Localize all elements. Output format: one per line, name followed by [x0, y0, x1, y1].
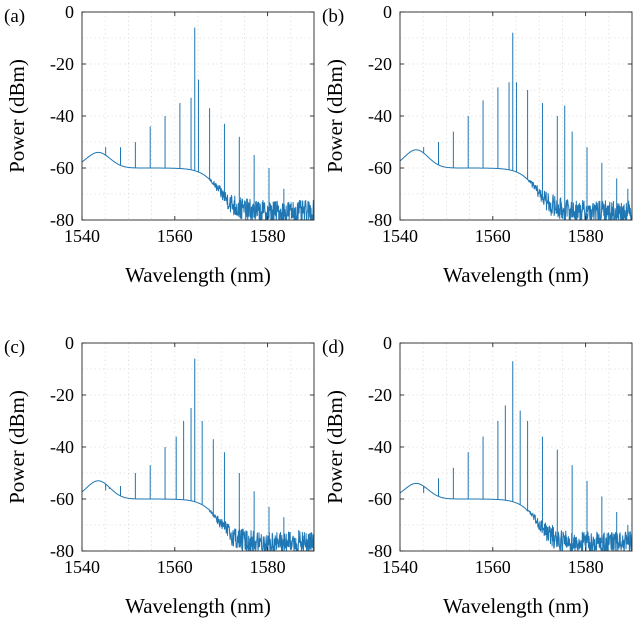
y-tick-label: -60 — [368, 158, 392, 178]
spectrum-trace-group — [400, 361, 632, 551]
x-axis-label: Wavelength (nm) — [125, 594, 271, 618]
y-tick-label: -60 — [50, 489, 74, 509]
panel-label: (c) — [4, 337, 25, 358]
y-tick-label: -20 — [368, 385, 392, 405]
y-tick-label: 0 — [383, 2, 392, 22]
y-tick-label: 0 — [65, 2, 74, 22]
spectrum-trace-group — [400, 32, 632, 220]
y-tick-label: -80 — [50, 210, 74, 230]
y-tick-label: -40 — [50, 106, 74, 126]
x-tick-label: 1540 — [382, 226, 418, 246]
spectrum-trace-group — [82, 358, 314, 551]
y-tick-label: -40 — [368, 437, 392, 457]
chart-panel-d: 1540 1560 1580 0 -20 -40 -60 -80 Wavelength (nm)… — [322, 333, 633, 618]
chart-panel-c: 1540 1560 1580 0 -20 -40 -60 -80 Wavelength (nm)… — [4, 333, 315, 618]
x-axis-label: Wavelength (nm) — [125, 263, 271, 287]
y-tick-label: -80 — [50, 541, 74, 561]
y-axis-label: Power (dBm) — [323, 390, 347, 504]
x-tick-label: 1580 — [568, 226, 604, 246]
x-tick-label: 1560 — [157, 557, 193, 577]
panel-label: (d) — [322, 337, 344, 358]
x-tick-label: 1540 — [64, 557, 100, 577]
x-tick-label: 1580 — [250, 226, 286, 246]
y-tick-label: -40 — [368, 106, 392, 126]
x-tick-label: 1560 — [475, 226, 511, 246]
x-axis-label: Wavelength (nm) — [443, 263, 589, 287]
spectrum-baseline — [82, 480, 314, 551]
spectrum-trace-group — [82, 27, 314, 220]
y-axis-label: Power (dBm) — [5, 59, 29, 173]
chart-panel-a: 1540 1560 1580 0 -20 -40 -60 -80 Wavelength (nm)… — [4, 2, 315, 287]
y-tick-label: 0 — [65, 333, 74, 353]
y-tick-label: -60 — [368, 489, 392, 509]
y-tick-label: -80 — [368, 210, 392, 230]
x-tick-label: 1540 — [382, 557, 418, 577]
x-axis-label: Wavelength (nm) — [443, 594, 589, 618]
x-tick-label: 1540 — [64, 226, 100, 246]
y-tick-label: -80 — [368, 541, 392, 561]
x-tick-label: 1580 — [250, 557, 286, 577]
x-tick-label: 1560 — [475, 557, 511, 577]
spectrum-baseline — [400, 482, 632, 551]
y-tick-label: -20 — [50, 54, 74, 74]
panel-label: (b) — [322, 6, 344, 27]
y-tick-label: -20 — [50, 385, 74, 405]
y-axis-label: Power (dBm) — [5, 390, 29, 504]
y-axis-label: Power (dBm) — [323, 59, 347, 173]
y-tick-label: -60 — [50, 158, 74, 178]
x-tick-label: 1560 — [157, 226, 193, 246]
chart-panel-b: 1540 1560 1580 0 -20 -40 -60 -80 Wavelength (nm)… — [322, 2, 633, 287]
x-tick-label: 1580 — [568, 557, 604, 577]
y-tick-label: -20 — [368, 54, 392, 74]
panel-label: (a) — [4, 6, 25, 27]
y-tick-label: 0 — [383, 333, 392, 353]
y-tick-label: -40 — [50, 437, 74, 457]
